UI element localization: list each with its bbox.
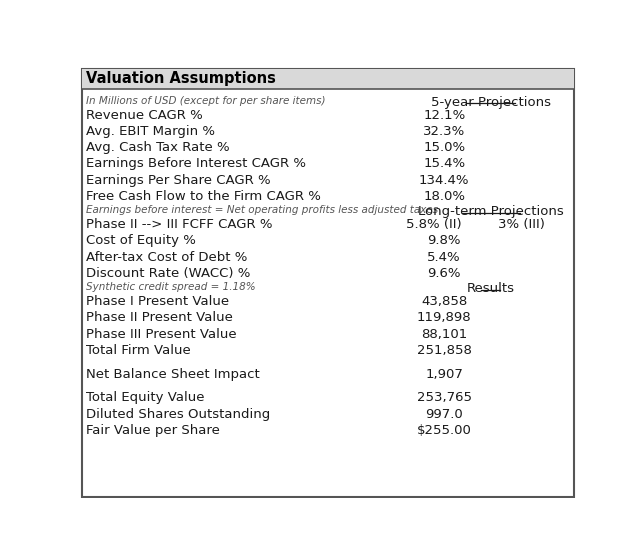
Text: Total Firm Value: Total Firm Value (86, 344, 191, 357)
Text: 15.0%: 15.0% (423, 141, 465, 154)
Text: $255.00: $255.00 (417, 424, 472, 437)
Text: 12.1%: 12.1% (423, 109, 465, 122)
Text: 253,765: 253,765 (417, 391, 472, 404)
Text: Avg. EBIT Margin %: Avg. EBIT Margin % (86, 125, 215, 138)
Text: Earnings Per Share CAGR %: Earnings Per Share CAGR % (86, 174, 271, 186)
Text: Long-term Projections: Long-term Projections (418, 205, 564, 218)
Text: Avg. Cash Tax Rate %: Avg. Cash Tax Rate % (86, 141, 230, 154)
Text: 32.3%: 32.3% (423, 125, 465, 138)
Text: 9.8%: 9.8% (428, 234, 461, 248)
Text: Free Cash Flow to the Firm CAGR %: Free Cash Flow to the Firm CAGR % (86, 190, 321, 203)
Text: 5.8% (II): 5.8% (II) (406, 218, 461, 231)
Text: Fair Value per Share: Fair Value per Share (86, 424, 220, 437)
Text: After-tax Cost of Debt %: After-tax Cost of Debt % (86, 250, 248, 264)
Text: Results: Results (467, 282, 515, 295)
Text: 5.4%: 5.4% (428, 250, 461, 264)
Text: Phase II --> III FCFF CAGR %: Phase II --> III FCFF CAGR % (86, 218, 273, 231)
Text: In Millions of USD (except for per share items): In Millions of USD (except for per share… (86, 96, 326, 106)
Bar (81, 69, 573, 88)
Text: 15.4%: 15.4% (423, 157, 465, 170)
Text: Earnings before interest = Net operating profits less adjusted taxes: Earnings before interest = Net operating… (86, 206, 438, 216)
Text: Cost of Equity %: Cost of Equity % (86, 234, 196, 248)
Text: 134.4%: 134.4% (419, 174, 470, 186)
Text: Synthetic credit spread = 1.18%: Synthetic credit spread = 1.18% (86, 282, 256, 292)
Text: Earnings Before Interest CAGR %: Earnings Before Interest CAGR % (86, 157, 306, 170)
Text: 18.0%: 18.0% (423, 190, 465, 203)
Text: Phase III Present Value: Phase III Present Value (86, 328, 237, 340)
Text: 997.0: 997.0 (426, 408, 463, 421)
Text: 1,907: 1,907 (426, 367, 463, 381)
Text: Revenue CAGR %: Revenue CAGR % (86, 109, 203, 122)
Text: 43,858: 43,858 (421, 295, 467, 308)
Text: Phase I Present Value: Phase I Present Value (86, 295, 229, 308)
Text: Valuation Assumptions: Valuation Assumptions (86, 71, 276, 86)
Text: 9.6%: 9.6% (428, 267, 461, 279)
Text: Total Equity Value: Total Equity Value (86, 391, 205, 404)
Text: 88,101: 88,101 (421, 328, 467, 340)
Text: 119,898: 119,898 (417, 311, 472, 324)
Text: Diluted Shares Outstanding: Diluted Shares Outstanding (86, 408, 271, 421)
Text: 5-year Projections: 5-year Projections (431, 96, 551, 109)
Text: 3% (III): 3% (III) (498, 218, 545, 231)
Text: 251,858: 251,858 (417, 344, 472, 357)
Text: Phase II Present Value: Phase II Present Value (86, 311, 233, 324)
Text: Discount Rate (WACC) %: Discount Rate (WACC) % (86, 267, 251, 279)
Text: Net Balance Sheet Impact: Net Balance Sheet Impact (86, 367, 260, 381)
